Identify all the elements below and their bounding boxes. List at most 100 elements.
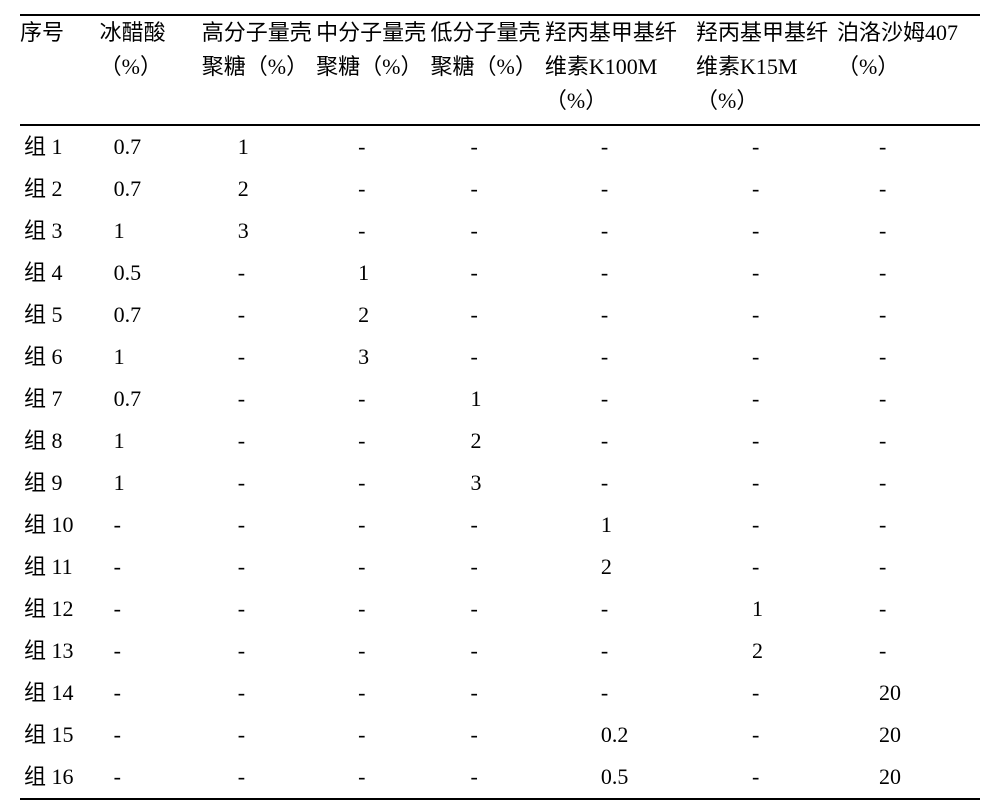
cell: - [545, 336, 696, 378]
cell: - [545, 125, 696, 168]
table-row: 组 16----0.5-20 [20, 756, 980, 799]
cell: - [545, 168, 696, 210]
cell: - [202, 336, 316, 378]
cell: 2 [431, 420, 545, 462]
cell: 组 8 [20, 420, 100, 462]
cell: 0.7 [100, 125, 202, 168]
cell: - [316, 378, 430, 420]
cell: - [696, 125, 837, 168]
cell: 组 9 [20, 462, 100, 504]
table-row: 组 11----2-- [20, 546, 980, 588]
cell: 2 [545, 546, 696, 588]
cell: - [316, 756, 430, 799]
cell: - [545, 210, 696, 252]
table-row: 组 40.5-1---- [20, 252, 980, 294]
cell: - [431, 336, 545, 378]
cell: 1 [431, 378, 545, 420]
cell: - [431, 546, 545, 588]
cell: - [696, 672, 837, 714]
cell: - [431, 294, 545, 336]
cell: - [431, 672, 545, 714]
cell: - [545, 420, 696, 462]
cell: - [100, 588, 202, 630]
cell: 0.7 [100, 378, 202, 420]
cell: - [202, 504, 316, 546]
cell: 1 [100, 336, 202, 378]
cell: - [837, 588, 980, 630]
cell: - [696, 546, 837, 588]
cell: - [696, 462, 837, 504]
table-row: 组 10.71----- [20, 125, 980, 168]
cell: 3 [431, 462, 545, 504]
cell: - [316, 546, 430, 588]
cell: - [696, 294, 837, 336]
cell: - [431, 168, 545, 210]
col-header: 泊洛沙姆407（%） [837, 15, 980, 125]
table-row: 组 13-----2- [20, 630, 980, 672]
cell: - [100, 756, 202, 799]
cell: - [202, 462, 316, 504]
cell: 3 [316, 336, 430, 378]
table-row: 组 91--3--- [20, 462, 980, 504]
cell: 0.5 [545, 756, 696, 799]
cell: 2 [696, 630, 837, 672]
col-header: 冰醋酸（%） [100, 15, 202, 125]
cell: 组 10 [20, 504, 100, 546]
cell: - [316, 714, 430, 756]
cell: - [202, 252, 316, 294]
cell: 组 14 [20, 672, 100, 714]
cell: - [202, 546, 316, 588]
cell: 1 [202, 125, 316, 168]
cell: - [837, 630, 980, 672]
cell: 组 13 [20, 630, 100, 672]
cell: 组 16 [20, 756, 100, 799]
table-row: 组 15----0.2-20 [20, 714, 980, 756]
cell: 组 3 [20, 210, 100, 252]
cell: - [837, 504, 980, 546]
cell: - [202, 378, 316, 420]
cell: - [431, 504, 545, 546]
cell: 组 7 [20, 378, 100, 420]
cell: - [431, 125, 545, 168]
cell: - [837, 210, 980, 252]
cell: - [545, 462, 696, 504]
cell: 20 [837, 672, 980, 714]
cell: - [545, 672, 696, 714]
table-row: 组 313----- [20, 210, 980, 252]
cell: - [696, 420, 837, 462]
cell: - [202, 756, 316, 799]
cell: - [202, 588, 316, 630]
cell: 20 [837, 714, 980, 756]
cell: - [316, 462, 430, 504]
cell: - [202, 672, 316, 714]
table-body: 组 10.71----- 组 20.72----- 组 313----- 组 4… [20, 125, 980, 799]
col-header: 羟丙基甲基纤维素K100M（%） [545, 15, 696, 125]
cell: - [316, 504, 430, 546]
cell: 1 [100, 462, 202, 504]
cell: - [100, 630, 202, 672]
cell: 组 6 [20, 336, 100, 378]
table-row: 组 70.7--1--- [20, 378, 980, 420]
cell: 组 15 [20, 714, 100, 756]
table-row: 组 14------20 [20, 672, 980, 714]
cell: 组 4 [20, 252, 100, 294]
col-header: 高分子量壳聚糖（%） [202, 15, 316, 125]
cell: 0.2 [545, 714, 696, 756]
cell: 2 [202, 168, 316, 210]
cell: 0.7 [100, 294, 202, 336]
cell: - [696, 714, 837, 756]
cell: 0.5 [100, 252, 202, 294]
cell: - [696, 168, 837, 210]
formulation-table: 序号 冰醋酸（%） 高分子量壳聚糖（%） 中分子量壳聚糖（%） 低分子量壳聚糖（… [20, 14, 980, 800]
cell: - [545, 378, 696, 420]
cell: - [837, 125, 980, 168]
cell: 组 1 [20, 125, 100, 168]
cell: - [100, 714, 202, 756]
cell: - [837, 378, 980, 420]
cell: - [837, 546, 980, 588]
cell: - [316, 588, 430, 630]
cell: - [316, 630, 430, 672]
cell: - [202, 420, 316, 462]
cell: 1 [100, 420, 202, 462]
table-header-row: 序号 冰醋酸（%） 高分子量壳聚糖（%） 中分子量壳聚糖（%） 低分子量壳聚糖（… [20, 15, 980, 125]
